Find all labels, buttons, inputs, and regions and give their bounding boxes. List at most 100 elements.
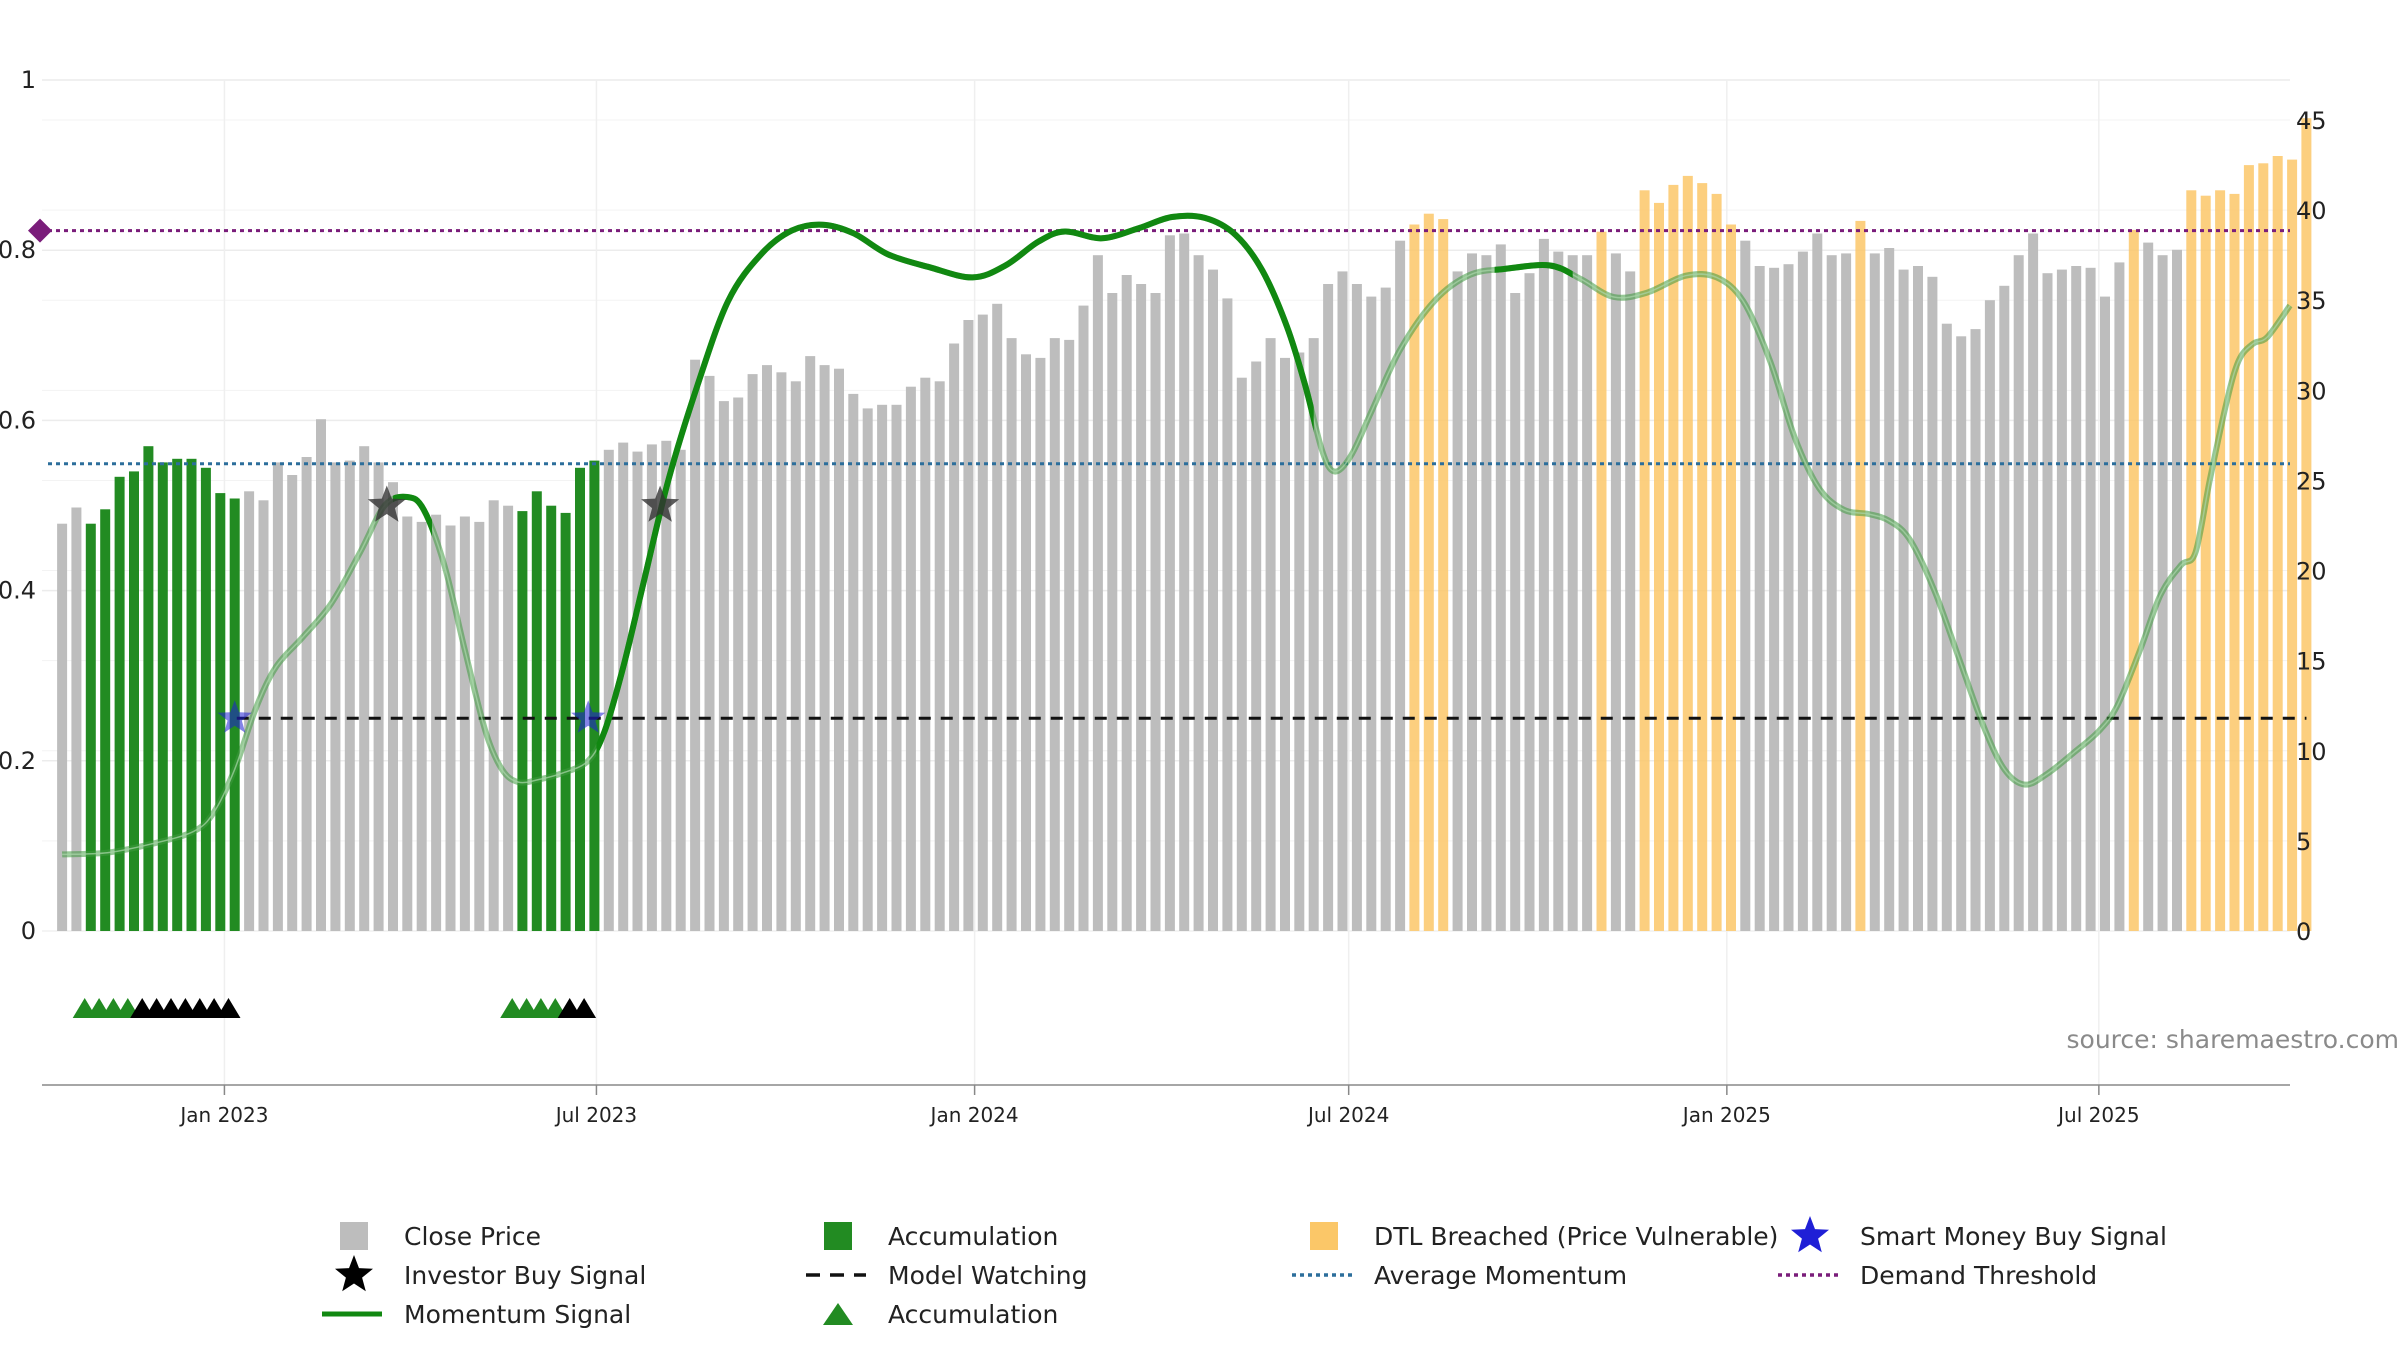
price-bar <box>632 451 643 931</box>
price-bar <box>1668 184 1679 931</box>
price-bar <box>1409 224 1420 931</box>
price-bar <box>891 404 902 931</box>
price-bar <box>1380 287 1391 932</box>
legend-item: Close Price <box>340 1222 541 1251</box>
price-bar <box>1021 354 1031 931</box>
price-bar <box>143 446 154 931</box>
x-axis-tick-label: Jan 2025 <box>1681 1103 1771 1127</box>
price-bar <box>646 444 657 931</box>
price-bar <box>488 500 499 931</box>
price-bar <box>2042 273 2053 931</box>
price-bar <box>1553 251 1564 932</box>
legend-item: Smart Money Buy Signal <box>1791 1216 2167 1253</box>
price-bar <box>805 356 816 932</box>
price-bar <box>258 500 269 931</box>
demand-threshold-marker <box>28 218 52 243</box>
price-bar <box>1136 284 1147 931</box>
legend-label: Close Price <box>404 1222 541 1251</box>
price-bar <box>344 460 355 931</box>
price-bar <box>2172 249 2182 932</box>
smart-money-buy-star-icon <box>217 700 252 733</box>
price-bar <box>1999 285 2010 931</box>
price-bar <box>848 393 859 931</box>
price-bar <box>2071 266 2082 931</box>
price-bar <box>733 397 744 931</box>
price-bar <box>949 343 960 931</box>
price-bar <box>1107 293 1118 931</box>
price-bar <box>373 462 384 931</box>
accumulation-markers-strip <box>72 998 597 1018</box>
left-axis-tick-label: 0.4 <box>0 577 36 605</box>
price-bar <box>1251 361 1262 931</box>
right-axis-tick-label: 10 <box>2296 738 2327 766</box>
right-axis-tick-label: 20 <box>2296 558 2327 586</box>
price-bar <box>1970 329 1981 932</box>
price-bar <box>330 462 341 931</box>
price-bar <box>1035 357 1046 931</box>
price-bar <box>1956 336 1967 931</box>
price-bar <box>2100 296 2110 932</box>
price-bar <box>1869 253 1880 931</box>
price-bar <box>675 449 686 931</box>
price-bar <box>359 446 370 931</box>
right-axis-tick-label: 30 <box>2296 377 2327 405</box>
price-bar <box>934 381 945 931</box>
price-bar <box>977 314 988 932</box>
price-bar <box>1323 284 1334 931</box>
x-axis-tick-label: Jul 2024 <box>1306 1103 1389 1127</box>
price-bar <box>445 525 456 931</box>
price-bar <box>1596 231 1607 931</box>
price-bar <box>2272 156 2283 931</box>
right-axis-tick-label: 0 <box>2296 918 2311 946</box>
price-bar <box>1337 271 1348 931</box>
price-bar <box>1395 240 1406 931</box>
price-bar <box>316 419 326 931</box>
price-bar <box>272 462 283 931</box>
price-bar <box>1150 293 1161 931</box>
price-bar <box>301 457 312 931</box>
price-bar <box>1697 183 1708 932</box>
price-bar <box>560 512 571 931</box>
legend-star-icon <box>1791 1216 1829 1253</box>
price-bar <box>531 491 542 931</box>
price-bar <box>1222 298 1233 931</box>
price-bar <box>819 365 830 932</box>
left-axis-tick-label: 0.6 <box>0 406 36 434</box>
price-bar <box>1308 338 1319 932</box>
right-axis-tick-label: 45 <box>2296 107 2327 135</box>
price-bar <box>1495 244 1506 931</box>
price-bar <box>172 458 183 931</box>
price-bar <box>1351 284 1362 931</box>
price-bar <box>2085 267 2096 931</box>
x-axis-tick-label: Jul 2023 <box>554 1103 637 1127</box>
legend-label: Average Momentum <box>1374 1261 1627 1290</box>
smart-money-buy-star-icon <box>571 700 606 733</box>
price-bar <box>2301 118 2312 931</box>
price-bar <box>1510 293 1521 931</box>
price-bar <box>1610 253 1621 931</box>
accumulation-triangle-icon <box>572 998 597 1018</box>
price-bar <box>215 493 226 931</box>
price-bar <box>920 377 931 931</box>
legend-triangle-icon <box>823 1303 853 1325</box>
price-bar <box>1467 253 1477 931</box>
legend-item: Momentum Signal <box>322 1300 631 1329</box>
right-axis-tick-label: 35 <box>2296 287 2327 315</box>
legend-swatch-square <box>824 1222 852 1250</box>
price-bar <box>1481 255 1492 931</box>
price-bar <box>603 449 614 931</box>
legend-label: Model Watching <box>888 1261 1088 1290</box>
price-bars <box>57 118 2312 932</box>
price-bar <box>718 401 729 932</box>
price-bar <box>100 509 111 931</box>
legend-star-icon <box>335 1255 373 1292</box>
legend-label: Accumulation <box>888 1300 1058 1329</box>
left-axis-tick-label: 0.8 <box>0 236 36 264</box>
price-bar <box>1740 240 1751 931</box>
price-bar <box>834 368 844 931</box>
price-bar <box>2229 193 2240 931</box>
source-label: source: sharemaestro.com <box>2067 1025 2400 1054</box>
price-bar <box>877 404 888 931</box>
price-bar <box>1654 202 1664 931</box>
